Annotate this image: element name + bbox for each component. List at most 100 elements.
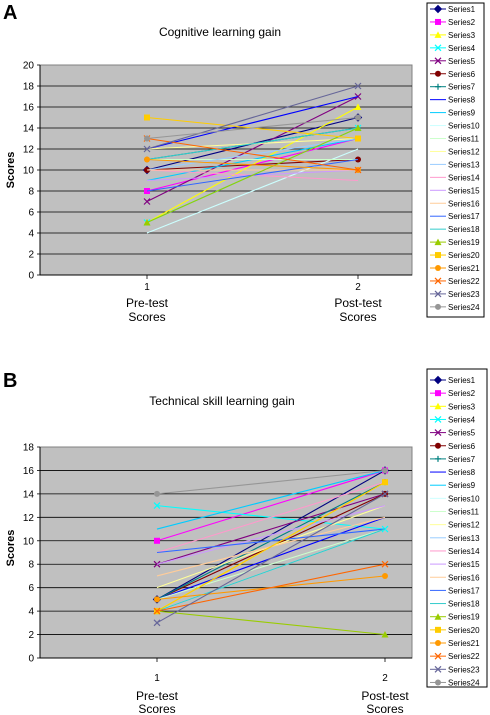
y-tick-label: 12 <box>23 513 35 524</box>
legend-entry: Series23 <box>430 290 480 299</box>
series-19 <box>143 124 362 226</box>
series-23 <box>153 490 389 627</box>
legend-symbol-marker <box>435 626 441 633</box>
series-14 <box>156 481 386 554</box>
legend-label: Series20 <box>448 251 480 260</box>
legend-label: Series24 <box>448 303 480 312</box>
legend-symbol-marker <box>434 290 442 298</box>
legend-entry: Series3 <box>430 402 476 411</box>
data-point <box>144 114 150 121</box>
series-line <box>146 116 359 140</box>
legend-entry: Series11 <box>430 508 480 517</box>
legend-symbol-marker <box>435 390 441 397</box>
legend-symbol-marker <box>435 70 441 77</box>
y-tick-label: 8 <box>28 187 34 198</box>
legend-entry: Series11 <box>430 135 480 144</box>
y-tick-label: 10 <box>23 166 35 177</box>
series-24 <box>144 114 361 142</box>
legend-entry: Series19 <box>430 613 480 622</box>
legend-label: Series4 <box>448 44 476 53</box>
legend-entry: Series13 <box>430 534 480 543</box>
legend-entry: Series19 <box>430 238 480 247</box>
data-point <box>153 619 161 627</box>
legend-entry: Series4 <box>430 415 476 424</box>
legend-symbol-marker <box>435 303 441 310</box>
legend-entry: Series5 <box>430 429 476 438</box>
legend-entry: Series16 <box>430 573 480 582</box>
legend-label: Series4 <box>448 415 476 424</box>
legend-symbol-marker <box>434 31 442 38</box>
legend-entry: Series16 <box>430 199 480 208</box>
x-category-label-line1: Post-test <box>334 296 382 310</box>
legend-label: Series9 <box>448 109 476 118</box>
series-line <box>156 563 386 612</box>
legend-label: Series17 <box>448 586 480 595</box>
legend-label: Series23 <box>448 665 480 674</box>
legend-label: Series19 <box>448 238 480 247</box>
y-tick-label: 0 <box>28 654 34 665</box>
y-tick-label: 2 <box>28 250 34 261</box>
legend-entry: Series20 <box>430 626 480 635</box>
legend-label: Series24 <box>448 678 480 687</box>
series-8 <box>146 95 359 150</box>
legend-symbol-marker <box>435 252 441 259</box>
x-tick-label: 2 <box>355 282 361 293</box>
legend-entry: Series8 <box>430 468 476 477</box>
series-18 <box>156 528 386 612</box>
legend-label: Series5 <box>448 429 476 438</box>
legend-entry: Series1 <box>430 375 476 385</box>
data-point <box>153 607 161 615</box>
legend-entry: Series9 <box>430 481 476 490</box>
series-line <box>156 528 386 554</box>
y-tick-label: 6 <box>28 583 34 594</box>
legend-entry: Series3 <box>430 31 476 40</box>
legend-label: Series5 <box>448 57 476 66</box>
series-line <box>156 469 386 530</box>
y-tick-label: 10 <box>23 536 35 547</box>
legend-symbol-marker <box>433 375 443 385</box>
series-line <box>156 528 386 600</box>
data-point <box>381 631 389 638</box>
legend-entry: Series24 <box>430 303 480 312</box>
legend-label: Series18 <box>448 225 480 234</box>
legend-label: Series2 <box>448 18 476 27</box>
series-18 <box>146 127 359 161</box>
legend-label: Series17 <box>448 212 480 221</box>
y-tick-label: 4 <box>28 229 34 240</box>
series-9 <box>156 469 386 530</box>
x-tick-label: 1 <box>154 673 160 684</box>
legend-entry: Series24 <box>430 678 480 687</box>
y-tick-label: 14 <box>23 124 35 135</box>
data-point <box>143 219 151 226</box>
legend-label: Series19 <box>448 613 480 622</box>
legend-label: Series16 <box>448 573 480 582</box>
y-tick-label: 0 <box>28 271 34 282</box>
legend-label: Series15 <box>448 186 480 195</box>
legend-label: Series7 <box>448 455 476 464</box>
data-point <box>381 490 389 498</box>
legend-entry: Series12 <box>430 147 480 156</box>
y-tick-label: 2 <box>28 630 34 641</box>
legend-label: Series1 <box>448 376 476 385</box>
legend-symbol-marker <box>434 652 442 660</box>
y-axis-label: Scores <box>5 152 17 189</box>
legend-label: Series3 <box>448 402 476 411</box>
legend-entry: Series22 <box>430 277 480 286</box>
legend-symbol-marker <box>434 402 442 410</box>
legend-entry: Series21 <box>430 264 480 273</box>
series-line <box>146 95 359 150</box>
chart-title: Technical skill learning gain <box>149 394 294 408</box>
legend-symbol-marker <box>434 44 442 52</box>
legend-entry: Series17 <box>430 586 480 595</box>
x-category-label-line2: Scores <box>366 702 403 715</box>
legend-entry: Series2 <box>430 18 476 27</box>
legend-label: Series13 <box>448 160 480 169</box>
series-line <box>146 137 359 171</box>
legend-entry: Series9 <box>430 109 476 118</box>
x-category-label-line2: Scores <box>339 310 376 324</box>
legend-symbol-marker <box>435 18 441 25</box>
legend-entry: Series18 <box>430 600 480 609</box>
x-category-label-line1: Post-test <box>361 689 409 703</box>
legend-symbol-marker <box>434 57 442 65</box>
